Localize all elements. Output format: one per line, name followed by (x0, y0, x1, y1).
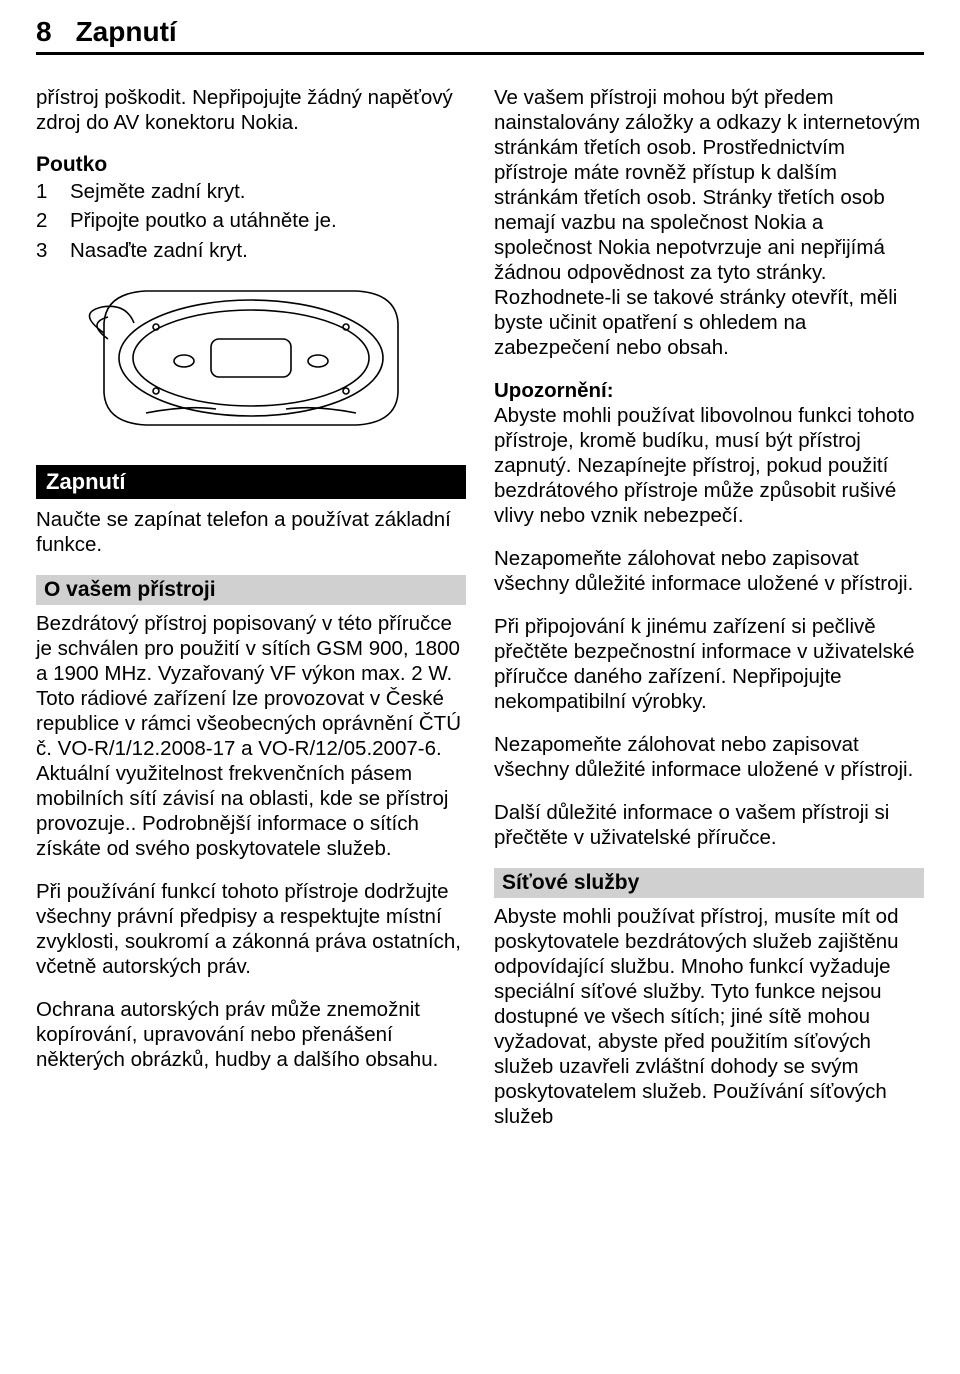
poutko-heading: Poutko (36, 153, 466, 177)
see-user-guide-text: Další důležité informace o vašem přístro… (494, 800, 924, 850)
backup-reminder-1: Nezapomeňte zálohovat nebo zapisovat vše… (494, 546, 924, 596)
network-services-heading: Síťové služby (494, 868, 924, 898)
two-column-layout: přístroj poškodit. Nepřipojujte žádný na… (36, 85, 924, 1147)
step-text: Sejměte zadní kryt. (70, 179, 245, 204)
page-number: 8 (36, 16, 52, 48)
poutko-step: 2 Připojte poutko a utáhněte je. (36, 208, 466, 233)
page-header: 8 Zapnutí (36, 0, 924, 55)
step-number: 1 (36, 179, 52, 204)
about-device-heading: O vašem přístroji (36, 575, 466, 605)
connecting-devices-text: Při připojování k jinému zařízení si peč… (494, 614, 924, 714)
about-device-p1: Bezdrátový přístroj popisovaný v této př… (36, 611, 466, 861)
device-illustration (36, 273, 466, 443)
step-number: 2 (36, 208, 52, 233)
step-number: 3 (36, 238, 52, 263)
about-device-p2: Při používání funkcí tohoto přístroje do… (36, 879, 466, 979)
third-party-links-text: Ve vašem přístroji mohou být předem nain… (494, 85, 924, 360)
poutko-step: 3 Nasaďte zadní kryt. (36, 238, 466, 263)
step-text: Nasaďte zadní kryt. (70, 238, 248, 263)
network-services-body: Abyste mohli používat přístroj, musíte m… (494, 904, 924, 1129)
warning-block: Upozornění: Abyste mohli používat libovo… (494, 378, 924, 528)
warning-body: Abyste mohli používat libovolnou funkci … (494, 404, 915, 527)
about-device-p3: Ochrana autorských práv může znemožnit k… (36, 997, 466, 1072)
poutko-step: 1 Sejměte zadní kryt. (36, 179, 466, 204)
backup-reminder-2: Nezapomeňte zálohovat nebo zapisovat vše… (494, 732, 924, 782)
zapnuti-section-heading: Zapnutí (36, 465, 466, 499)
warning-heading: Upozornění: (494, 379, 614, 402)
zapnuti-intro: Naučte se zapínat telefon a používat zák… (36, 507, 466, 557)
right-column: Ve vašem přístroji mohou být předem nain… (494, 85, 924, 1147)
damage-warning-text: přístroj poškodit. Nepřipojujte žádný na… (36, 85, 466, 135)
step-text: Připojte poutko a utáhněte je. (70, 208, 337, 233)
left-column: přístroj poškodit. Nepřipojujte žádný na… (36, 85, 466, 1147)
page-title: Zapnutí (76, 16, 177, 48)
